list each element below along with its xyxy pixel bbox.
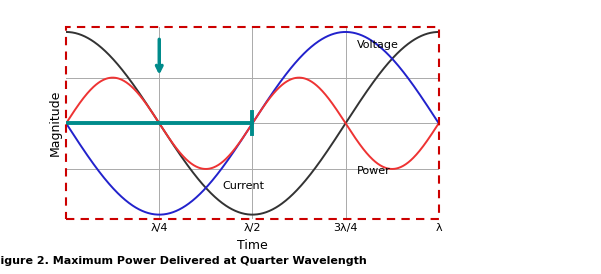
Text: Power: Power: [357, 165, 391, 176]
Text: Current: Current: [222, 181, 264, 191]
Y-axis label: Magnitude: Magnitude: [49, 90, 62, 156]
X-axis label: Time: Time: [237, 239, 268, 252]
Bar: [66, 27, 439, 219]
Text: Figure 2. Maximum Power Delivered at Quarter Wavelength: Figure 2. Maximum Power Delivered at Qua…: [0, 256, 367, 266]
Text: Voltage: Voltage: [357, 40, 398, 50]
